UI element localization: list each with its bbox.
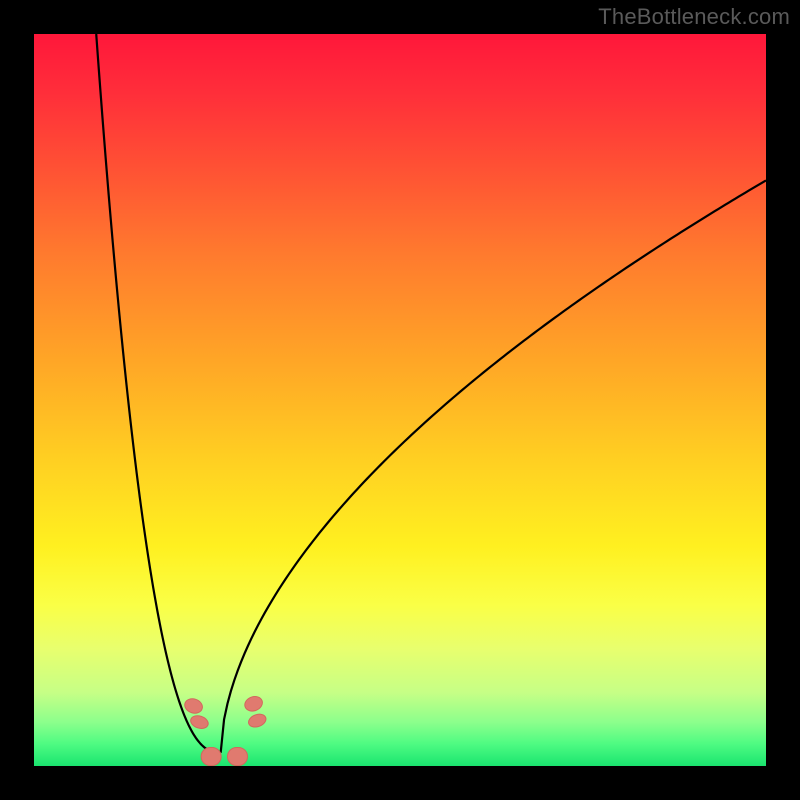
curve-left-branch <box>96 34 220 753</box>
watermark-text: TheBottleneck.com <box>598 4 790 30</box>
marker-point <box>247 712 268 729</box>
marker-point <box>243 694 265 713</box>
marker-point <box>189 714 210 731</box>
marker-point <box>227 747 247 765</box>
curve-right-branch <box>221 180 766 752</box>
bottleneck-curve <box>34 34 766 766</box>
marker-point <box>183 697 204 716</box>
marker-point <box>201 747 221 765</box>
plot-area <box>34 34 766 766</box>
